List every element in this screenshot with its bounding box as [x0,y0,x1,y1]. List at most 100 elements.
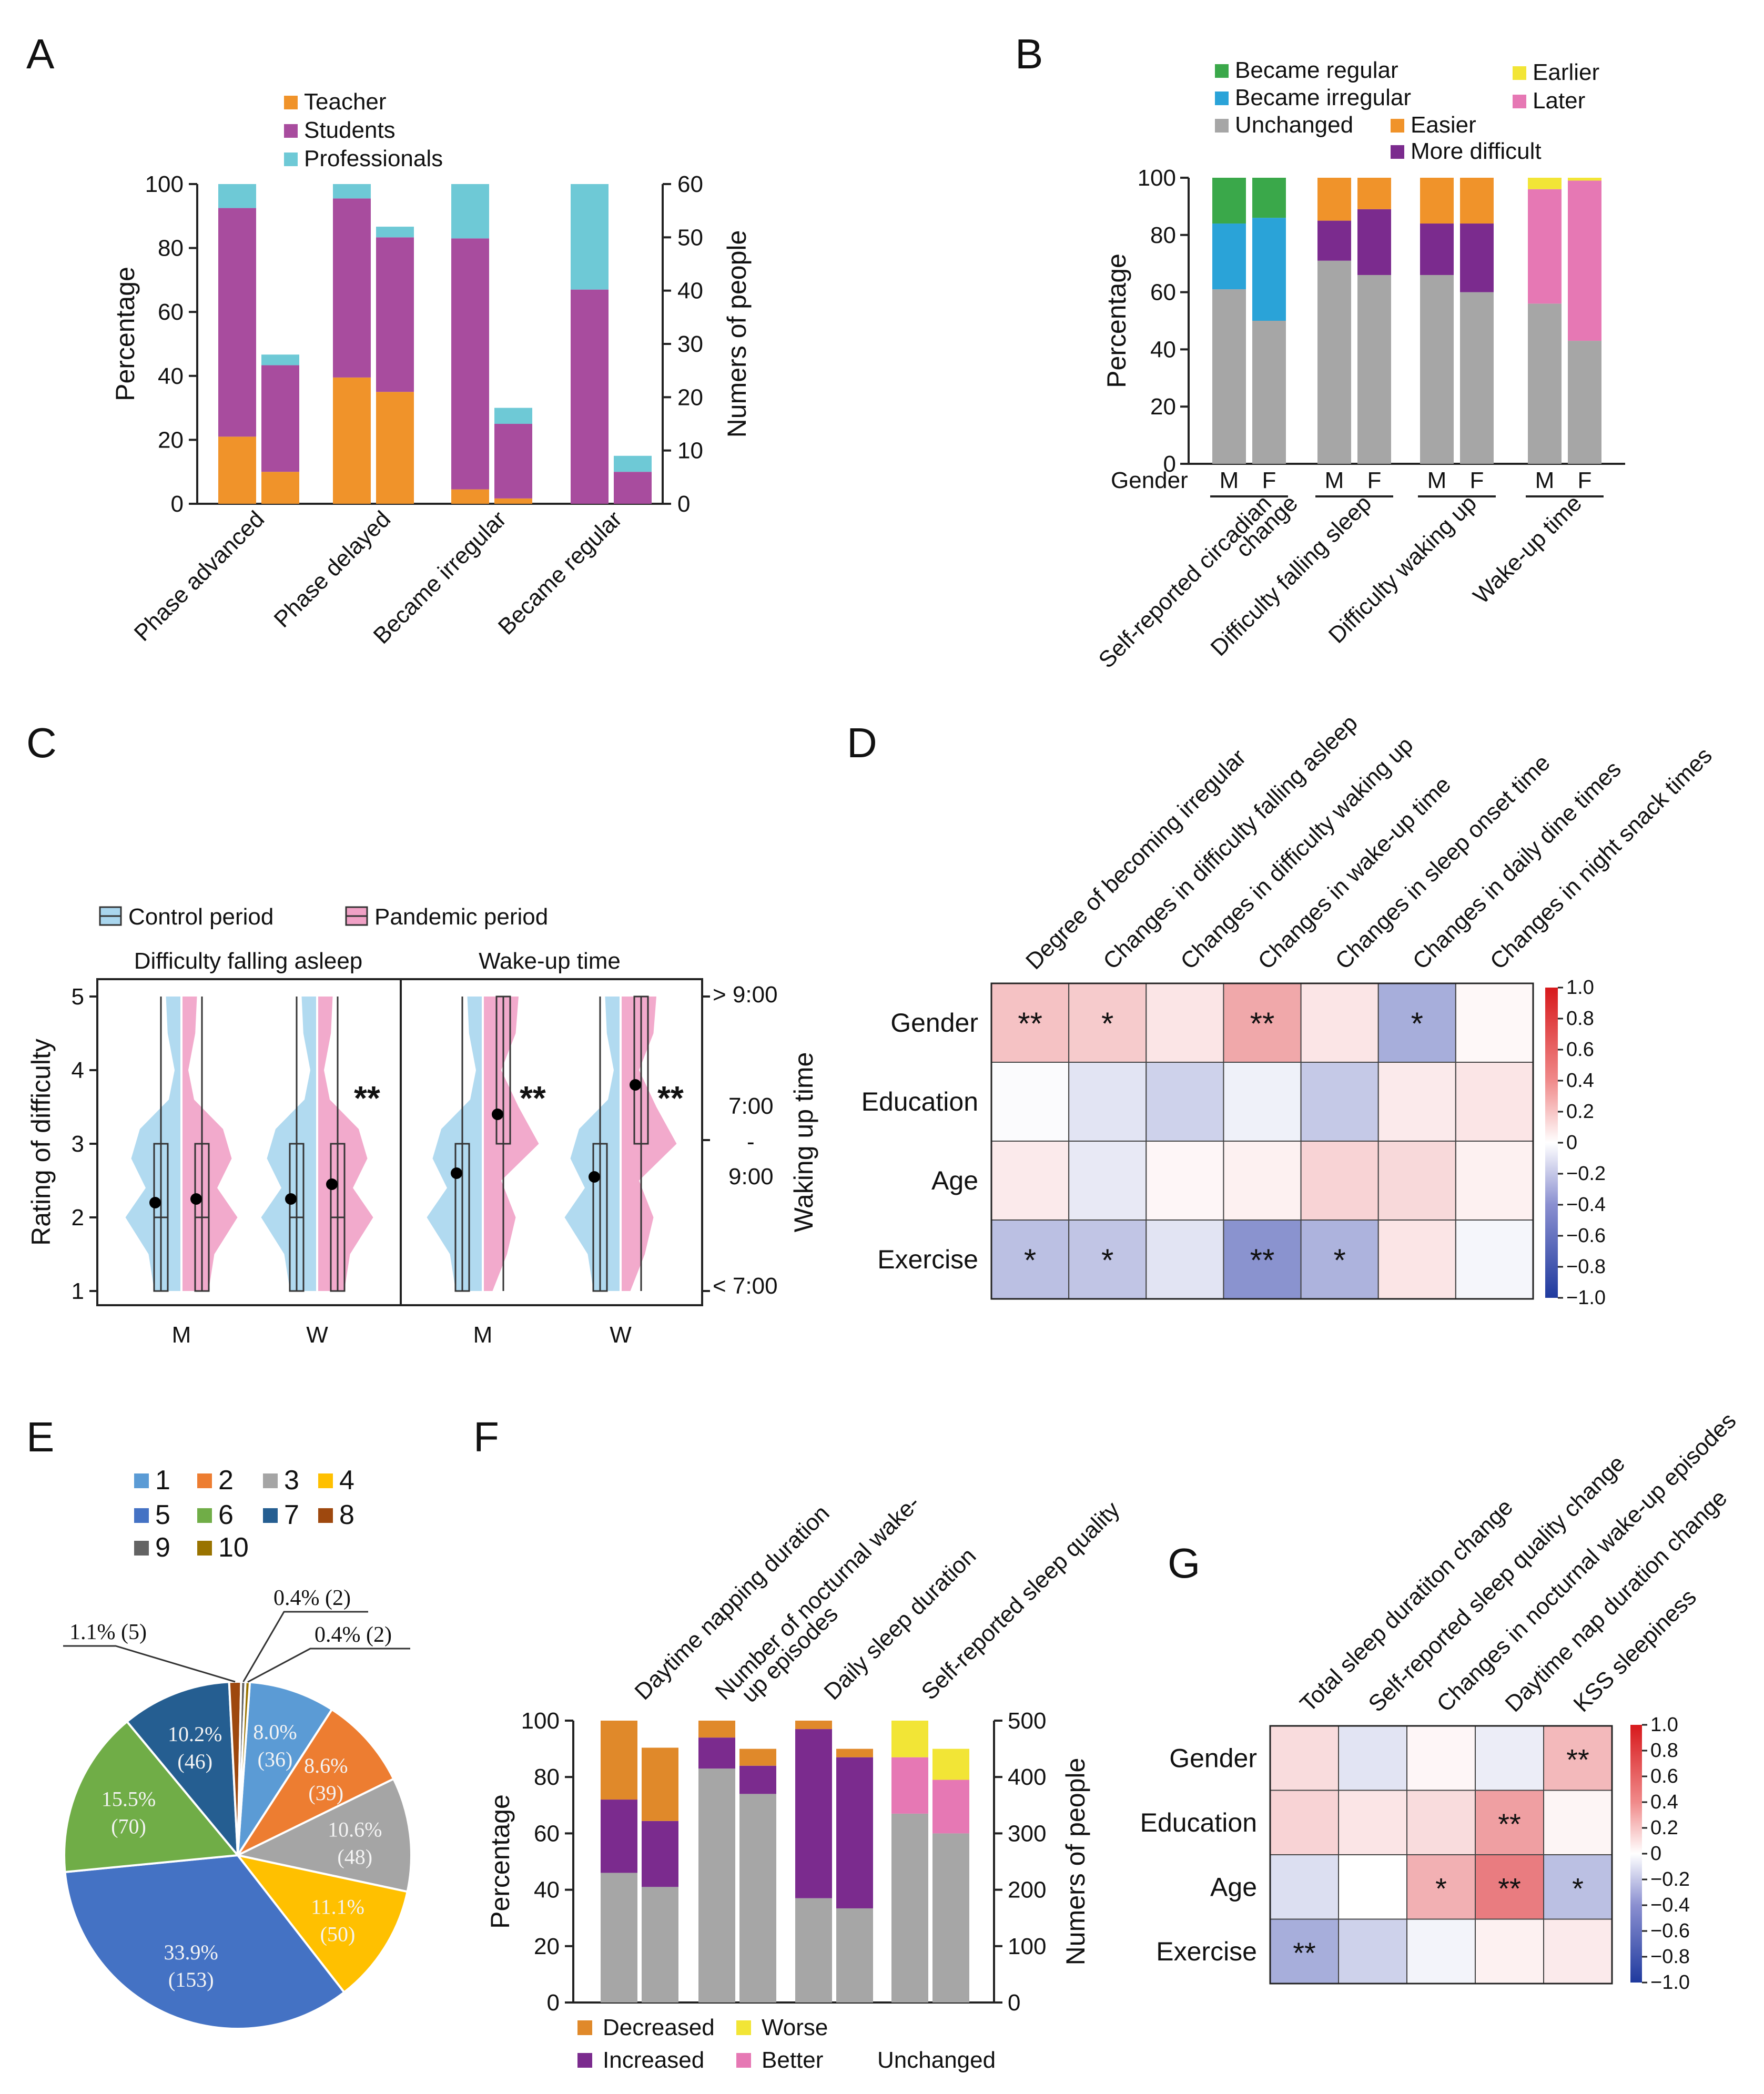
e-callout-label-9: 0.4% (2) [273,1586,351,1610]
g-cell-gender-4 [1475,1725,1544,1791]
e-slice-pct-4: 11.1% [311,1895,364,1918]
g-cell-age-2 [1338,1854,1407,1920]
e-slice-1 [237,1681,333,1856]
a-ytick-label-40: 40 [158,363,184,389]
g-star-age-5: * [1572,1872,1584,1905]
e-slice-cnt-3: (48) [337,1845,372,1869]
b-bar-difficulty-waking-up-m-more-difficult [1420,223,1454,275]
g-star-age-3: * [1435,1872,1447,1905]
d-star-exercise-5: * [1333,1243,1345,1278]
panel-f-legend: Decreased Worse Increased Better Unchang… [577,2015,996,2073]
g-row-age: Age [1210,1872,1257,1902]
d-cell-exercise-2 [1068,1219,1147,1299]
e-legend-swatch-3 [263,1473,278,1488]
f-bar-number-of-nocturnal-wake-up-episodes-cnt-unchanged [739,1794,776,2002]
b-ytick-label-0: 0 [1163,451,1176,477]
e-slice-cnt-5: (153) [168,1968,214,1991]
f-y2tick-label-400: 400 [1008,1764,1046,1790]
b-bar-difficulty-waking-up-f-more-difficult [1460,223,1494,292]
e-legend-label-3: 3 [284,1465,299,1496]
c-right-tick-4: < 7:00 [713,1273,778,1299]
g-cbar-label-4: 0.2 [1650,1817,1678,1839]
f-bar-self-reported-sleep-quality-cnt-better [932,1780,969,1834]
d-cell-education-3 [1145,1062,1224,1142]
b-ytick-label-20: 20 [1150,394,1176,420]
panel-a-legend: Teacher Students Professionals [284,89,443,171]
a-bar-phase-delayed-cnt-students [376,237,414,392]
c-ylabel-right: Waking up time [789,1052,818,1233]
d-cell-gender-3 [1145,983,1224,1063]
legend-label-easier: Easier [1411,112,1476,138]
c-subtitle-wake-up: Wake-up time [479,948,621,974]
d-cbar-label-7: −0.4 [1566,1194,1606,1216]
b-bar-wake-up-time-f-unchanged [1568,341,1601,464]
d-row-exercise: Exercise [877,1245,978,1274]
a-bar-phase-advanced-cnt-teacher [261,472,299,504]
panel-letter-g: G [1168,1540,1200,1587]
f-bar-daily-sleep-duration-cnt-decreased [836,1749,873,1757]
b-bar-difficulty-waking-up-f-unchanged [1460,292,1494,464]
d-star-exercise-2: * [1101,1243,1113,1278]
e-legend-label-5: 5 [155,1500,170,1530]
legend-label-earlier: Earlier [1533,59,1599,85]
a-bar-phase-advanced-pct-students [218,208,256,437]
f-bar-number-of-nocturnal-wake-up-episodes-cnt-increased [739,1765,776,1794]
legend-swatch-professionals [284,153,298,166]
g-cbar-label-3: 0.4 [1650,1791,1678,1813]
c-subtitle-falling-asleep: Difficulty falling asleep [134,948,363,974]
f-bar-number-of-nocturnal-wake-up-episodes-pct-increased [698,1737,735,1769]
panel-letter-a: A [26,31,55,77]
f-y2tick-label-500: 500 [1008,1708,1046,1734]
g-cbar-label-10: −1.0 [1650,1971,1690,1994]
d-cell-education-6 [1377,1062,1456,1142]
b-bar-difficulty-waking-up-m-unchanged [1420,275,1454,464]
a-bar-became-regular-cnt-professionals [614,455,652,472]
b-bar-difficulty-falling-sleep-f-easier [1357,178,1391,209]
legend-label-became-irregular: Became irregular [1235,85,1411,110]
b-ytick-label-40: 40 [1150,337,1176,362]
d-cbar-label-4: 0.2 [1566,1101,1594,1123]
legend-label-increased: Increased [603,2047,704,2073]
f-bar-daily-sleep-duration-cnt-unchanged [836,1908,873,2002]
f-bar-daytime-napping-duration-cnt-unchanged [642,1887,678,2002]
c-ytick-label-3: 3 [72,1131,84,1157]
b-bar-self-reported-circadian-change-f-became-regular [1252,178,1286,218]
legend-label-unchanged: Unchanged [1235,112,1353,138]
a-bar-phase-delayed-pct-professionals [333,184,371,199]
e-slice-cnt-2: (39) [308,1781,343,1805]
a-y2tick-label-20: 20 [677,384,703,410]
a-ytick-label-20: 20 [158,427,184,453]
g-cbar-label-1: 0.8 [1650,1740,1678,1762]
g-cell-education-2 [1338,1790,1407,1855]
c-ylabel-left: Rating of difficulty [26,1039,56,1246]
b-bar-self-reported-circadian-change-m-became-regular [1212,178,1246,224]
d-cell-exercise-7 [1455,1219,1534,1299]
f-y2tick-label-300: 300 [1008,1821,1046,1846]
b-bar-difficulty-falling-sleep-f-more-difficult [1357,209,1391,275]
b-xlabel-circadian-1: Self-reported circadian [1093,490,1276,673]
d-cell-age-3 [1145,1141,1224,1221]
b-bar-wake-up-time-m-unchanged [1528,303,1562,464]
e-legend-label-7: 7 [284,1500,299,1530]
a-ytick-label-60: 60 [158,299,184,325]
a-ytick-label-80: 80 [158,236,184,261]
a-bar-became-regular-cnt-students [614,472,652,504]
a-bar-became-regular-pct-students [571,289,609,504]
e-callout-line-9 [242,1611,368,1682]
g-col-5: KSS sleepiness [1568,1584,1701,1717]
e-legend-label-8: 8 [339,1500,354,1530]
a-xlabel-became-regular: Became regular [493,506,627,639]
d-cell-age-5 [1300,1141,1379,1221]
b-sex-wake-up-time-m: M [1535,467,1555,493]
f-bar-daily-sleep-duration-cnt-increased [836,1757,873,1908]
d-cell-education-1 [991,1062,1070,1142]
d-cell-gender-6 [1377,983,1456,1063]
d-colorbar [1545,988,1558,1298]
legend-swatch-unchanged [1215,119,1229,133]
d-cell-gender-1 [991,983,1070,1063]
g-cell-gender-1 [1270,1725,1339,1791]
f-bar-daily-sleep-duration-pct-decreased [795,1721,832,1730]
b-bar-self-reported-circadian-change-f-unchanged [1252,321,1286,464]
panel-b-chart: Became regular Became irregular Unchange… [1093,57,1625,673]
e-slice-cnt-1: (36) [258,1747,293,1771]
